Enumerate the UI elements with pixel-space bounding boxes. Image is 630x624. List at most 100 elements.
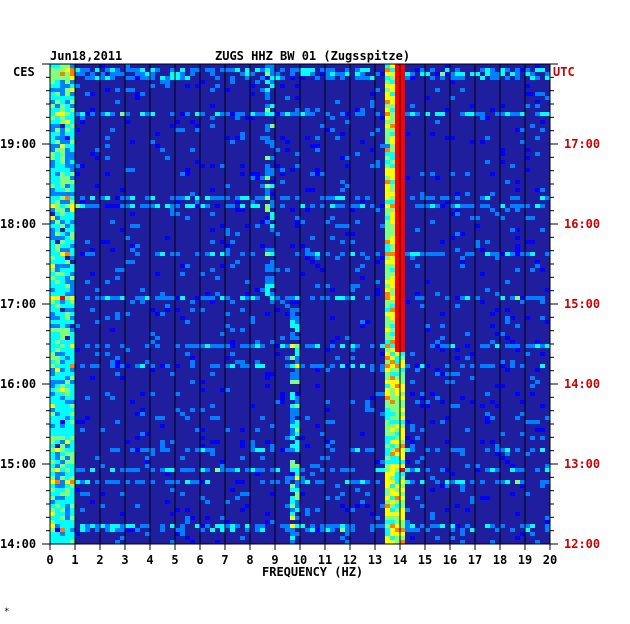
spectrogram-cell: [55, 508, 60, 512]
spectrogram-cell: [520, 524, 525, 528]
spectrogram-cell: [150, 112, 155, 116]
spectrogram-cell: [540, 228, 545, 232]
spectrogram-cell: [50, 440, 55, 444]
spectrogram-cell: [190, 468, 195, 472]
spectrogram-cell: [395, 448, 400, 452]
spectrogram-cell: [55, 460, 60, 464]
spectrogram-cell: [395, 204, 400, 208]
spectrogram-cell: [395, 464, 400, 468]
spectrogram-cell: [495, 468, 500, 472]
spectrogram-cell: [235, 208, 240, 212]
spectrogram-cell: [495, 212, 500, 216]
spectrogram-cell: [295, 464, 300, 468]
spectrogram-cell: [65, 108, 70, 112]
spectrogram-cell: [455, 304, 460, 308]
spectrogram-cell: [80, 428, 85, 432]
spectrogram-cell: [405, 524, 410, 528]
spectrogram-cell: [60, 208, 65, 212]
spectrogram-cell: [275, 112, 280, 116]
spectrogram-cell: [530, 240, 535, 244]
spectrogram-cell: [390, 412, 395, 416]
spectrogram-cell: [505, 448, 510, 452]
spectrogram-cell: [65, 532, 70, 536]
spectrogram-cell: [490, 68, 495, 72]
spectrogram-cell: [410, 196, 415, 200]
spectrogram-cell: [90, 468, 95, 472]
spectrogram-cell: [65, 484, 70, 488]
spectrogram-cell: [275, 352, 280, 356]
spectrogram-cell: [70, 140, 75, 144]
spectrogram-cell: [280, 344, 285, 348]
spectrogram-cell: [85, 112, 90, 116]
spectrogram-cell: [80, 120, 85, 124]
spectrogram-cell: [50, 428, 55, 432]
spectrogram-cell: [390, 404, 395, 408]
spectrogram-cell: [445, 200, 450, 204]
spectrogram-cell: [55, 268, 60, 272]
spectrogram-cell: [395, 208, 400, 212]
spectrogram-cell: [75, 172, 80, 176]
spectrogram-cell: [220, 528, 225, 532]
spectrogram-cell: [70, 372, 75, 376]
spectrogram-cell: [400, 396, 405, 400]
spectrogram-cell: [485, 288, 490, 292]
spectrogram-cell: [520, 252, 525, 256]
spectrogram-cell: [60, 420, 65, 424]
spectrogram-cell: [310, 72, 315, 76]
spectrogram-cell: [60, 488, 65, 492]
spectrogram-cell: [325, 408, 330, 412]
spectrogram-cell: [260, 364, 265, 368]
spectrogram-cell: [50, 140, 55, 144]
spectrogram-cell: [535, 296, 540, 300]
spectrogram-cell: [100, 428, 105, 432]
spectrogram-cell: [290, 396, 295, 400]
spectrogram-cell: [80, 524, 85, 528]
spectrogram-cell: [440, 372, 445, 376]
spectrogram-cell: [400, 256, 405, 260]
spectrogram-cell: [425, 528, 430, 532]
spectrogram-cell: [400, 248, 405, 252]
spectrogram-cell: [55, 224, 60, 228]
spectrogram-cell: [395, 484, 400, 488]
spectrogram-cell: [70, 184, 75, 188]
spectrogram-cell: [395, 236, 400, 240]
spectrogram-cell: [390, 68, 395, 72]
spectrogram-cell: [155, 144, 160, 148]
spectrogram-cell: [515, 112, 520, 116]
spectrogram-cell: [320, 172, 325, 176]
spectrogram-cell: [315, 252, 320, 256]
spectrogram-cell: [395, 216, 400, 220]
spectrogram-cell: [505, 480, 510, 484]
spectrogram-cell: [400, 148, 405, 152]
spectrogram-cell: [360, 112, 365, 116]
spectrogram-cell: [265, 124, 270, 128]
spectrogram-cell: [75, 112, 80, 116]
spectrogram-cell: [390, 384, 395, 388]
spectrogram-cell: [385, 320, 390, 324]
spectrogram-cell: [110, 448, 115, 452]
spectrogram-cell: [160, 252, 165, 256]
spectrogram-cell: [345, 112, 350, 116]
spectrogram-cell: [380, 224, 385, 228]
spectrogram-cell: [250, 468, 255, 472]
spectrogram-cell: [395, 308, 400, 312]
spectrogram-cell: [200, 112, 205, 116]
spectrogram-cell: [395, 352, 400, 356]
spectrogram-cell: [240, 492, 245, 496]
spectrogram-cell: [390, 400, 395, 404]
spectrogram-cell: [60, 180, 65, 184]
spectrogram-cell: [210, 72, 215, 76]
spectrogram-cell: [395, 364, 400, 368]
spectrogram-cell: [315, 424, 320, 428]
spectrogram-cell: [180, 316, 185, 320]
spectrogram-cell: [440, 240, 445, 244]
spectrogram-cell: [50, 336, 55, 340]
spectrogram-cell: [70, 368, 75, 372]
spectrogram-cell: [295, 408, 300, 412]
spectrogram-cell: [70, 148, 75, 152]
spectrogram-cell: [290, 296, 295, 300]
spectrogram-cell: [255, 340, 260, 344]
spectrogram-cell: [50, 512, 55, 516]
spectrogram-cell: [345, 68, 350, 72]
spectrogram-cell: [500, 68, 505, 72]
